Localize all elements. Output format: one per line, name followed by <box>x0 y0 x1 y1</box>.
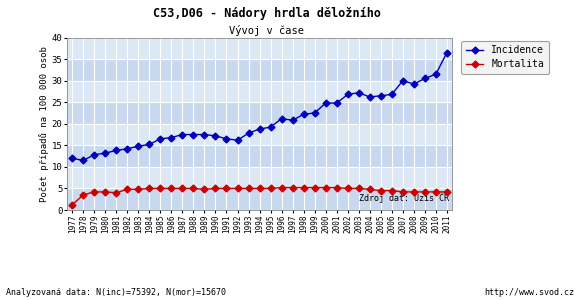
Incidence <box>79 159 86 162</box>
Mortalita <box>367 188 374 191</box>
Incidence <box>411 82 418 86</box>
Mortalita <box>245 187 252 190</box>
Mortalita <box>68 203 75 207</box>
Mortalita <box>300 186 307 189</box>
Mortalita <box>168 187 175 190</box>
Mortalita <box>212 187 219 190</box>
Incidence <box>179 133 186 136</box>
Incidence <box>267 125 274 129</box>
Mortalita <box>267 187 274 190</box>
Line: Mortalita: Mortalita <box>70 185 450 207</box>
Incidence <box>146 142 153 146</box>
Bar <box>67 145 452 167</box>
Incidence <box>168 136 175 139</box>
Incidence <box>256 127 263 131</box>
Mortalita <box>223 187 230 190</box>
Mortalita <box>345 187 351 190</box>
Text: Vývoj v čase: Vývoj v čase <box>229 26 304 37</box>
Mortalita <box>102 190 109 194</box>
Mortalita <box>234 187 241 190</box>
Mortalita <box>124 188 131 191</box>
Incidence <box>378 94 385 98</box>
Incidence <box>322 101 329 105</box>
Incidence <box>234 138 241 142</box>
Mortalita <box>422 190 429 194</box>
Incidence <box>443 51 450 54</box>
Legend: Incidence, Mortalita: Incidence, Mortalita <box>461 40 549 74</box>
Incidence <box>68 157 75 160</box>
Bar <box>67 59 452 81</box>
Mortalita <box>411 190 418 194</box>
Bar <box>67 188 452 210</box>
Mortalita <box>256 187 263 190</box>
Incidence <box>190 133 197 136</box>
Incidence <box>389 93 396 96</box>
Mortalita <box>79 193 86 197</box>
Bar <box>67 102 452 124</box>
Incidence <box>422 77 429 80</box>
Text: C53,D06 - Nádory hrdla děložního: C53,D06 - Nádory hrdla děložního <box>153 8 381 20</box>
Incidence <box>278 117 285 120</box>
Incidence <box>201 133 208 136</box>
Text: Analyzovaná data: N(inc)=75392, N(mor)=15670: Analyzovaná data: N(inc)=75392, N(mor)=1… <box>6 288 226 297</box>
Incidence <box>223 137 230 141</box>
Mortalita <box>389 189 396 192</box>
Incidence <box>400 79 407 83</box>
Incidence <box>345 93 351 96</box>
Y-axis label: Počet případů na 100 000 osob: Počet případů na 100 000 osob <box>39 46 49 202</box>
Incidence <box>433 72 440 76</box>
Incidence <box>90 153 97 157</box>
Bar <box>67 124 452 145</box>
Mortalita <box>190 187 197 190</box>
Line: Incidence: Incidence <box>70 50 450 163</box>
Text: http://www.svod.cz: http://www.svod.cz <box>484 288 574 297</box>
Incidence <box>311 111 318 115</box>
Mortalita <box>355 187 362 190</box>
Text: Zdroj dat: Úzis ČR: Zdroj dat: Úzis ČR <box>358 193 448 203</box>
Mortalita <box>311 186 318 189</box>
Mortalita <box>378 189 385 192</box>
Bar <box>67 167 452 188</box>
Incidence <box>367 95 374 99</box>
Incidence <box>135 144 142 148</box>
Incidence <box>102 151 109 155</box>
Mortalita <box>322 186 329 189</box>
Mortalita <box>135 188 142 191</box>
Mortalita <box>443 190 450 194</box>
Mortalita <box>433 190 440 194</box>
Mortalita <box>400 190 407 194</box>
Incidence <box>300 112 307 116</box>
Mortalita <box>278 186 285 189</box>
Mortalita <box>201 188 208 191</box>
Incidence <box>124 147 131 151</box>
Mortalita <box>157 187 164 190</box>
Incidence <box>355 91 362 94</box>
Incidence <box>334 101 340 105</box>
Mortalita <box>146 187 153 190</box>
Mortalita <box>90 190 97 194</box>
Mortalita <box>179 187 186 190</box>
Incidence <box>113 149 120 152</box>
Mortalita <box>289 186 296 189</box>
Incidence <box>157 137 164 141</box>
Incidence <box>212 134 219 138</box>
Incidence <box>289 118 296 122</box>
Bar <box>67 81 452 102</box>
Incidence <box>245 131 252 135</box>
Mortalita <box>334 186 340 189</box>
Bar <box>67 38 452 59</box>
Mortalita <box>113 191 120 194</box>
